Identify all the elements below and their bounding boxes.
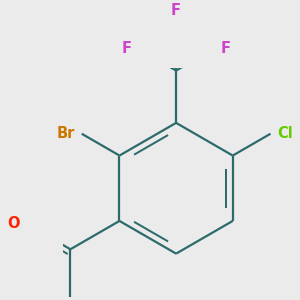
Text: F: F — [122, 41, 132, 56]
Text: F: F — [220, 41, 230, 56]
Text: O: O — [8, 216, 20, 231]
Text: Br: Br — [57, 126, 75, 141]
Text: F: F — [171, 3, 181, 18]
Text: Cl: Cl — [277, 126, 293, 141]
